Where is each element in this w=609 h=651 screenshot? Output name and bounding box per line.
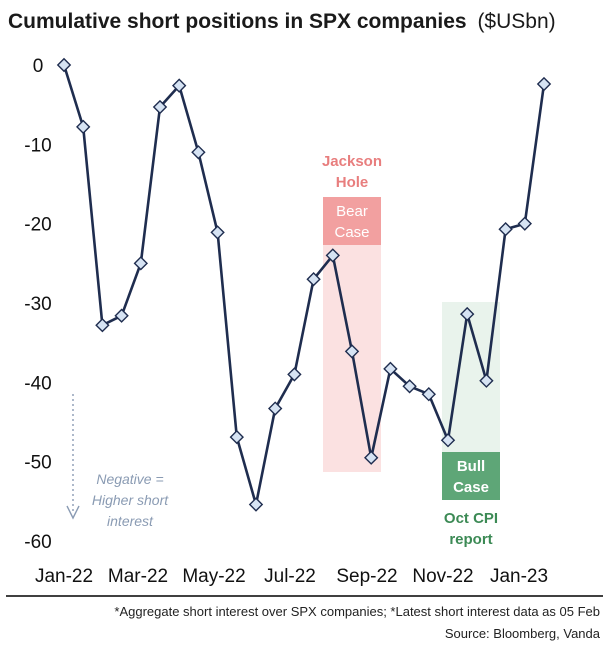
x-axis-ticks: Jan-22 Mar-22 May-22 Jul-22 Sep-22 Nov-22 Jan-… xyxy=(35,566,548,587)
x-tick-label: Nov-22 xyxy=(412,566,473,587)
x-tick-label: Jul-22 xyxy=(264,566,316,587)
y-tick-label: -40 xyxy=(24,373,51,394)
data-point-marker xyxy=(287,367,302,382)
oct-cpi-label: Oct CPI report xyxy=(444,510,498,548)
x-tick-label: Mar-22 xyxy=(108,566,168,587)
data-point-marker xyxy=(479,373,494,388)
data-point-marker xyxy=(306,272,321,287)
data-point-marker xyxy=(56,57,72,73)
y-tick-label: 0 xyxy=(33,56,44,77)
chart-title: Cumulative short positions in SPX compan… xyxy=(8,10,556,33)
x-tick-label: May-22 xyxy=(182,566,245,587)
data-point-marker xyxy=(152,99,168,115)
data-point-marker xyxy=(268,401,283,416)
data-point-marker xyxy=(517,216,532,231)
chart-title-main: Cumulative short positions in SPX compan… xyxy=(8,10,467,33)
data-point-marker xyxy=(344,344,360,359)
negative-arrow-head xyxy=(66,505,80,520)
data-point-marker xyxy=(440,433,456,448)
data-point-marker xyxy=(133,256,148,271)
data-point-marker xyxy=(248,497,264,512)
x-tick-label: Jan-23 xyxy=(490,566,548,587)
y-tick-label: -10 xyxy=(24,135,51,156)
negative-note: Negative = Higher short interest xyxy=(92,471,169,529)
data-point-marker xyxy=(114,308,129,323)
y-axis-ticks: 0 -10 -20 -30 -40 -50 -60 xyxy=(24,56,51,553)
data-point-marker xyxy=(229,429,244,445)
data-point-marker xyxy=(460,306,475,322)
data-point-marker xyxy=(172,78,187,93)
y-tick-label: -50 xyxy=(24,453,51,474)
jackson-hole-label: Jackson Hole xyxy=(322,153,382,191)
data-point-marker xyxy=(402,379,417,394)
chart-title-unit: ($USbn) xyxy=(477,10,555,33)
data-point-marker xyxy=(536,76,552,92)
data-point-marker xyxy=(95,318,110,333)
annotation-regions xyxy=(323,197,500,500)
data-point-marker xyxy=(191,145,206,160)
y-tick-label: -60 xyxy=(24,532,51,553)
bull-case-label: Bull Case xyxy=(453,458,489,496)
x-tick-label: Sep-22 xyxy=(336,566,397,587)
y-tick-label: -30 xyxy=(24,294,51,315)
footer-note: *Aggregate short interest over SPX compa… xyxy=(114,604,600,619)
bear-case-label: Bear Case xyxy=(334,203,369,241)
data-point-marker xyxy=(76,119,91,135)
data-point-marker xyxy=(498,222,513,237)
series-line xyxy=(62,64,546,506)
data-point-marker xyxy=(364,450,379,465)
footer-source: Source: Bloomberg, Vanda xyxy=(445,626,601,641)
annotation-labels: Jackson Hole Bear Case Bull Case Oct CPI report… xyxy=(66,153,498,548)
series-group xyxy=(56,57,552,512)
x-tick-label: Jan-22 xyxy=(35,566,93,587)
data-point-marker xyxy=(325,248,340,263)
y-tick-label: -20 xyxy=(24,215,51,236)
bull-case-label-box xyxy=(442,452,500,500)
bear-case-label-box xyxy=(323,197,381,245)
data-point-marker xyxy=(383,361,398,377)
data-point-marker xyxy=(210,225,225,240)
data-point-marker xyxy=(421,387,436,402)
